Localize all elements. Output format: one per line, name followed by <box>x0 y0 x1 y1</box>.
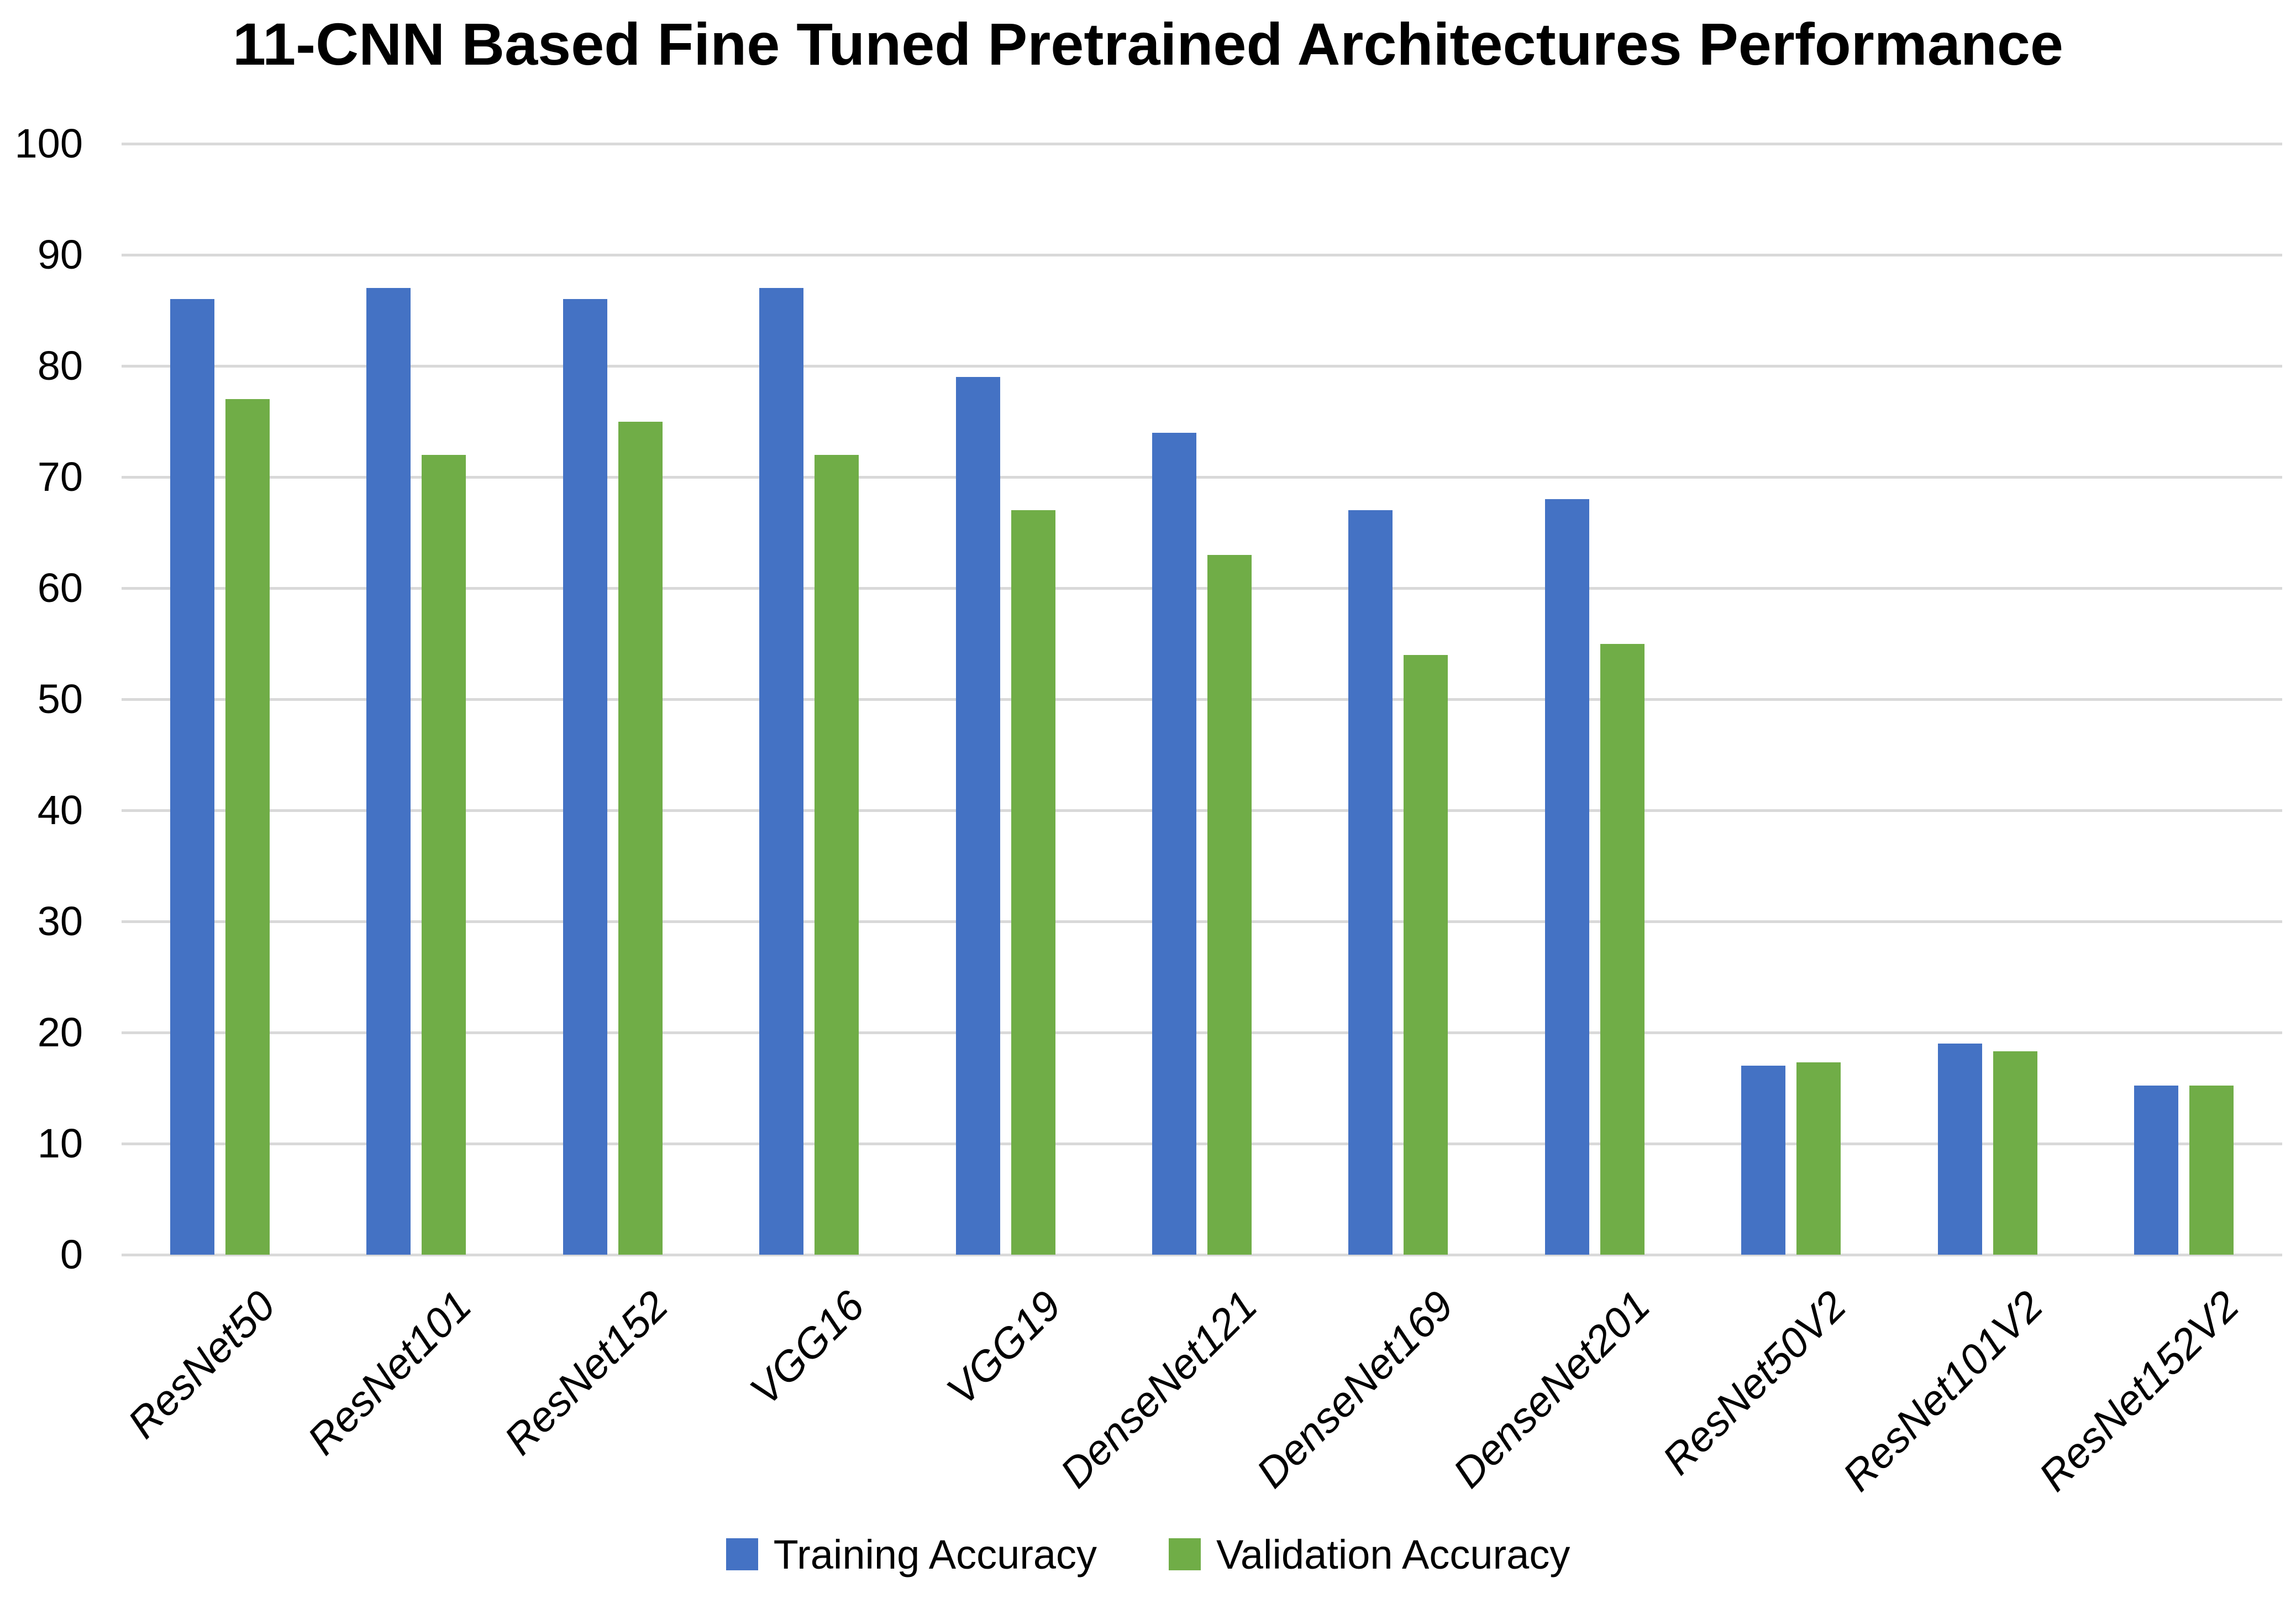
gridline-30 <box>122 920 2282 923</box>
y-tick-label-80: 80 <box>37 343 83 389</box>
gridline-80 <box>122 364 2282 368</box>
bar-validation-DenseNet201 <box>1600 643 1644 1255</box>
legend-item-validation-accuracy: Validation Accuracy <box>1169 1531 1570 1578</box>
bar-validation-ResNet152V2 <box>2189 1086 2234 1255</box>
bar-training-VGG16 <box>759 288 804 1255</box>
gridline-50 <box>122 698 2282 701</box>
legend-swatch-validation-accuracy <box>1169 1538 1201 1570</box>
bar-training-ResNet50V2 <box>1741 1066 1786 1255</box>
bar-training-ResNet152 <box>563 299 607 1255</box>
bar-training-VGG19 <box>955 377 1000 1255</box>
bar-training-ResNet50 <box>170 299 214 1255</box>
y-tick-label-40: 40 <box>37 787 83 833</box>
y-tick-label-100: 100 <box>14 120 83 166</box>
bar-training-DenseNet201 <box>1544 499 1589 1255</box>
bar-validation-DenseNet121 <box>1207 554 1252 1255</box>
legend-swatch-training-accuracy <box>726 1538 758 1570</box>
bar-validation-ResNet101 <box>422 454 466 1255</box>
bar-training-DenseNet169 <box>1348 510 1393 1255</box>
gridline-40 <box>122 809 2282 812</box>
legend-item-training-accuracy: Training Accuracy <box>726 1531 1097 1578</box>
bar-training-ResNet101 <box>366 288 411 1255</box>
gridline-20 <box>122 1031 2282 1034</box>
gridline-100 <box>122 142 2282 145</box>
chart-title: 11-CNN Based Fine Tuned Pretrained Archi… <box>233 11 2063 77</box>
y-tick-label-70: 70 <box>37 454 83 500</box>
bar-validation-VGG19 <box>1011 510 1055 1255</box>
legend: Training Accuracy Validation Accuracy <box>0 1527 2296 1582</box>
y-tick-label-10: 10 <box>37 1120 83 1166</box>
y-tick-label-60: 60 <box>37 565 83 611</box>
y-tick-label-90: 90 <box>37 232 83 277</box>
gridline-90 <box>122 253 2282 256</box>
bar-training-ResNet152V2 <box>2134 1086 2179 1255</box>
gridline-0 <box>122 1253 2282 1256</box>
y-tick-label-30: 30 <box>37 898 83 944</box>
gridline-70 <box>122 475 2282 479</box>
bar-training-DenseNet121 <box>1152 432 1196 1255</box>
bar-validation-ResNet152 <box>618 421 663 1255</box>
bar-validation-ResNet50 <box>225 399 270 1255</box>
y-tick-label-20: 20 <box>37 1009 83 1055</box>
legend-label-training-accuracy: Training Accuracy <box>773 1531 1097 1577</box>
gridline-60 <box>122 586 2282 590</box>
y-tick-label-50: 50 <box>37 676 83 722</box>
gridline-10 <box>122 1142 2282 1145</box>
bar-validation-ResNet101V2 <box>1993 1051 2037 1255</box>
plot-area <box>122 142 2282 1256</box>
bar-validation-ResNet50V2 <box>1796 1062 1841 1255</box>
y-tick-label-0: 0 <box>60 1231 83 1277</box>
legend-label-validation-accuracy: Validation Accuracy <box>1216 1531 1570 1577</box>
bar-validation-DenseNet169 <box>1404 654 1448 1255</box>
bar-validation-VGG16 <box>815 454 859 1255</box>
bar-training-ResNet101V2 <box>1937 1044 1982 1255</box>
